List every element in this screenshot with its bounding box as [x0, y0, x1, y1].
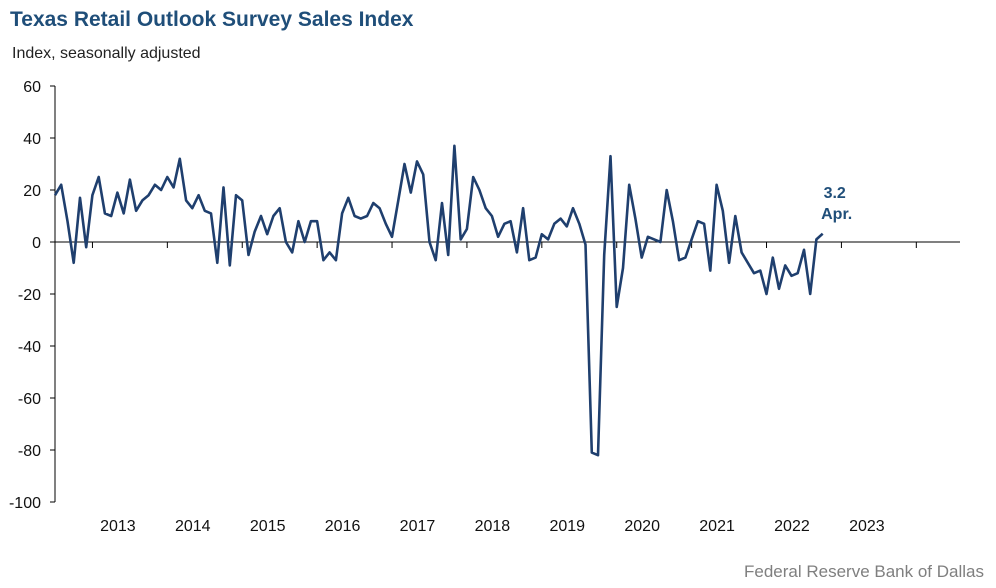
- chart-title: Texas Retail Outlook Survey Sales Index: [10, 8, 414, 31]
- y-tick-label: 0: [32, 235, 41, 252]
- latest-value-label: 3.2: [824, 185, 846, 202]
- x-tick-label: 2019: [549, 518, 585, 535]
- y-tick-label: -20: [18, 287, 41, 304]
- source-credit: Federal Reserve Bank of Dallas: [743, 562, 984, 581]
- y-tick-label: 60: [23, 79, 41, 96]
- x-tick-label: 2017: [400, 518, 436, 535]
- y-axis: 60 40 20 0 -20 -40 -60 -80 -100: [9, 79, 56, 512]
- chart-subtitle: Index, seasonally adjusted: [12, 45, 201, 62]
- latest-month-label: Apr.: [821, 206, 852, 223]
- x-tick-label: 2015: [250, 518, 286, 535]
- x-tick-label: 2022: [774, 518, 810, 535]
- x-tick-label: 2016: [325, 518, 361, 535]
- y-tick-label: -60: [18, 391, 41, 408]
- x-tick-label: 2020: [624, 518, 660, 535]
- y-tick-label: -80: [18, 443, 41, 460]
- y-tick-label: -40: [18, 339, 41, 356]
- annotation-group: 3.2 Apr.: [821, 185, 852, 223]
- x-tick-label: 2018: [475, 518, 511, 535]
- y-tick-label: 20: [23, 183, 41, 200]
- x-tick-label: 2021: [699, 518, 735, 535]
- sales-index-line: [53, 144, 824, 457]
- y-tick-label: -100: [9, 495, 41, 512]
- x-tick-label: 2013: [100, 518, 136, 535]
- x-axis: 2013 2014 2015 2016 2017 2018 2019 2020 2021 2022…: [55, 241, 960, 535]
- y-tick-label: 40: [23, 131, 41, 148]
- x-tick-label: 2014: [175, 518, 211, 535]
- series-group: [53, 144, 824, 457]
- x-tick-label: 2023: [849, 518, 885, 535]
